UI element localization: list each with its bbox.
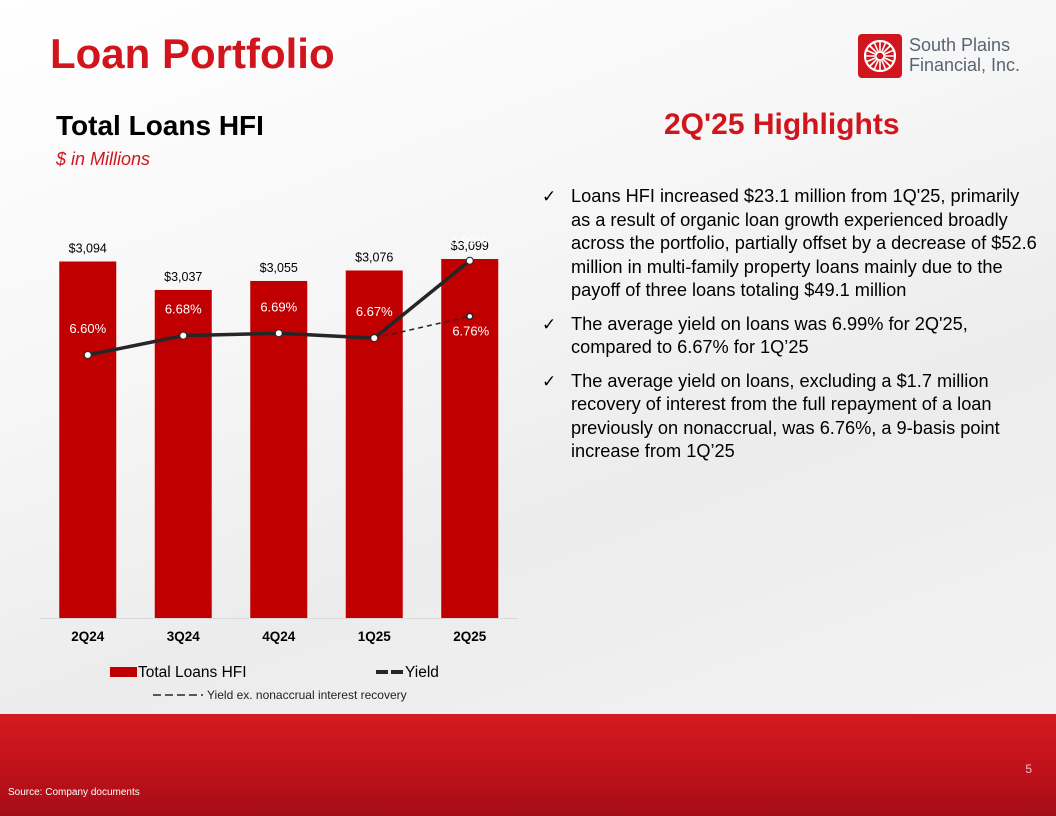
yield-point xyxy=(465,256,474,265)
bar-value-label: $3,055 xyxy=(260,261,298,275)
legend-label-yield: Yield xyxy=(405,664,439,681)
bar-value-label: $3,094 xyxy=(69,241,107,255)
yield-value-label: 6.68% xyxy=(165,302,202,317)
bar-value-label: $3,037 xyxy=(164,270,202,284)
loans-chart: $3,094 2Q24 $3,037 3Q24 $3,055 4Q24 $3,076 1Q25… xyxy=(40,233,518,702)
bar-value-label: $3,076 xyxy=(355,250,393,264)
legend-swatch-total-loans xyxy=(110,667,137,677)
legend-label-yield-ex: Yield ex. nonaccrual interest recovery xyxy=(207,688,407,702)
x-tick-label: 4Q24 xyxy=(262,629,296,644)
x-tick-label: 3Q24 xyxy=(167,629,201,644)
highlight-text: The average yield on loans, excluding a … xyxy=(571,370,1000,462)
highlight-item: ✓ The average yield on loans was 6.99% f… xyxy=(542,313,1042,360)
source-note: Source: Company documents xyxy=(8,787,140,798)
logo-line-1: South Plains xyxy=(909,35,1011,55)
logo-mark-icon xyxy=(858,34,902,78)
chart-title: Total Loans HFI xyxy=(56,110,264,141)
x-tick-label: 2Q24 xyxy=(71,629,105,644)
highlight-text: The average yield on loans was 6.99% for… xyxy=(571,313,968,358)
page-number: 5 xyxy=(1025,762,1032,776)
highlight-item: ✓ Loans HFI increased $23.1 million from… xyxy=(542,185,1042,303)
yield-value-label: 6.99% xyxy=(450,233,487,248)
logo-wordmark: South Plains Financial, Inc. xyxy=(909,35,1020,75)
footer-band: 5 Source: Company documents xyxy=(0,714,1056,816)
checkmark-icon: ✓ xyxy=(542,314,557,334)
yield-value-label: 6.60% xyxy=(69,321,106,336)
logo-line-2: Financial, Inc. xyxy=(909,55,1021,75)
checkmark-icon: ✓ xyxy=(542,371,557,391)
yield-point xyxy=(83,351,92,359)
yield-point xyxy=(370,334,379,343)
page-title: Loan Portfolio xyxy=(50,30,335,77)
bar-total-loans xyxy=(345,270,403,618)
yield-point xyxy=(274,329,283,338)
yield-ex-line xyxy=(374,315,470,339)
highlights-list: ✓ Loans HFI increased $23.1 million from… xyxy=(542,185,1042,474)
highlights-title: 2Q'25 Highlights xyxy=(664,108,900,141)
bar-total-loans xyxy=(59,261,117,618)
highlight-text: Loans HFI increased $23.1 million from 1… xyxy=(571,186,1037,300)
yield-value-label: 6.69% xyxy=(260,299,297,314)
highlight-item: ✓ The average yield on loans, excluding … xyxy=(542,370,1042,464)
yield-value-label: 6.67% xyxy=(356,304,393,319)
company-logo: South Plains Financial, Inc. xyxy=(858,34,1028,78)
x-tick-label: 1Q25 xyxy=(358,629,392,644)
legend-label-total-loans: Total Loans HFI xyxy=(138,664,247,681)
yield-ex-point xyxy=(466,312,474,321)
yield-point xyxy=(179,331,188,340)
x-tick-label: 2Q25 xyxy=(453,629,487,644)
checkmark-icon: ✓ xyxy=(542,187,557,206)
chart-subtitle: $ in Millions xyxy=(56,149,151,169)
bar-value-label: $3,099 xyxy=(451,239,489,253)
bar-total-loans xyxy=(154,289,212,618)
yield-ex-value-label: 6.76% xyxy=(452,323,489,338)
